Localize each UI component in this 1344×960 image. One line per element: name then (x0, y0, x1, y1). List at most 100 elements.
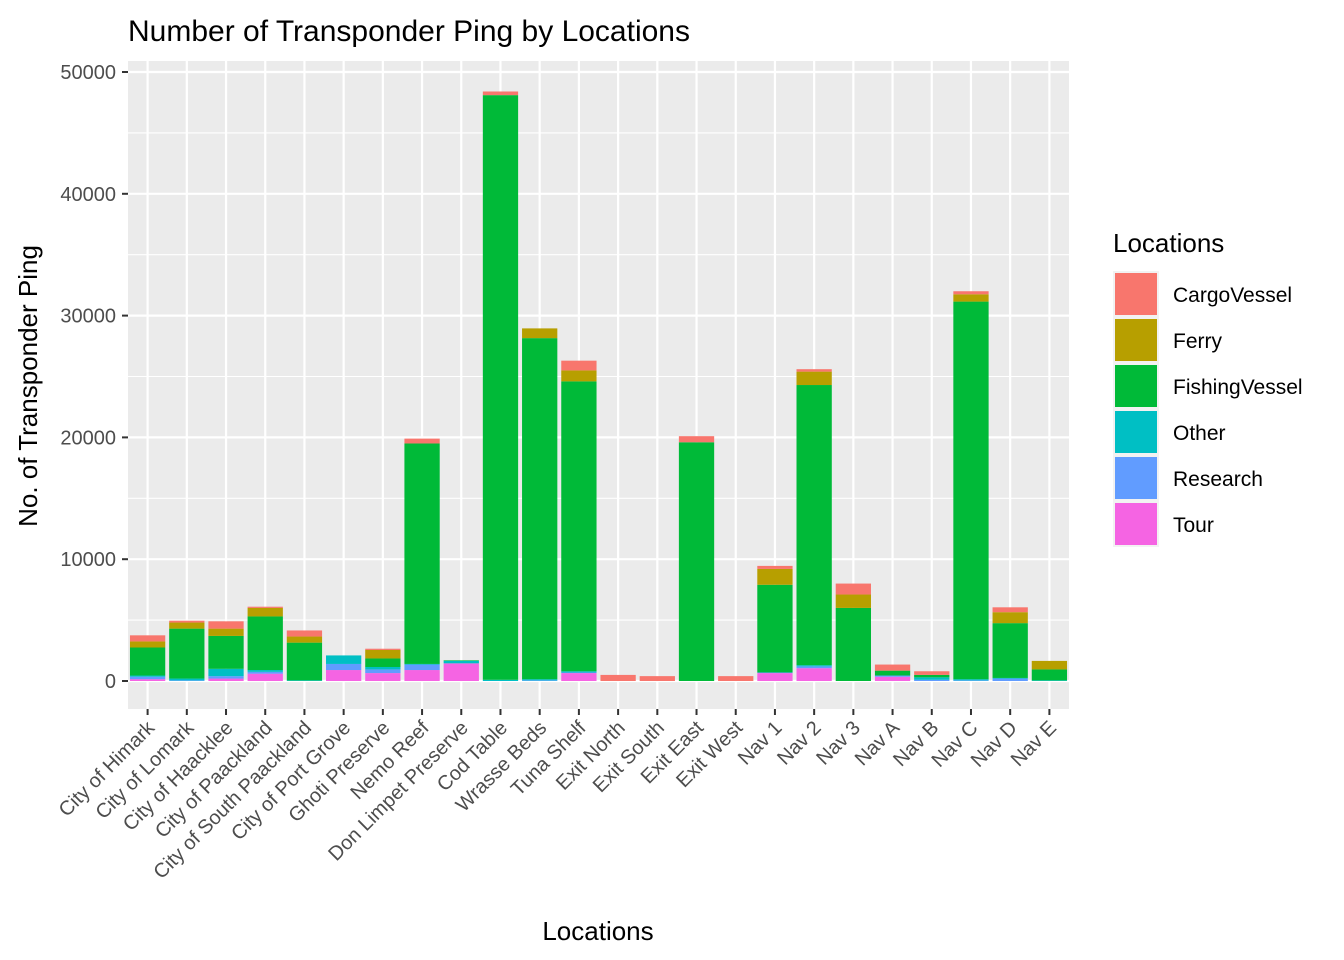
bar-segment-cargovessel (953, 291, 989, 295)
bar-segment-fishingvessel (208, 635, 244, 669)
bar-segment-ferry (992, 612, 1028, 624)
bar-segment-ferry (129, 641, 166, 648)
y-tick-label: 10000 (60, 549, 116, 571)
y-tick-label: 50000 (60, 62, 116, 84)
y-tick-label: 40000 (60, 184, 116, 206)
bar-segment-fishingvessel (992, 623, 1028, 678)
bar-segment-cargovessel (796, 369, 832, 372)
bar-segment-research (953, 680, 989, 681)
bar-segment-cargovessel (482, 91, 519, 96)
bar-segment-fishingvessel (874, 670, 911, 676)
bar-segment-research (365, 669, 401, 674)
legend-swatch-cargovessel (1115, 273, 1157, 315)
bar-segment-cargovessel (757, 565, 793, 569)
bar-segment-cargovessel (247, 606, 283, 608)
bar-segment-cargovessel (639, 676, 675, 681)
bar-segment-fishingvessel (522, 338, 558, 680)
bar-segment-fishingvessel (247, 616, 283, 671)
legend-label: Other (1173, 422, 1226, 445)
bar-segment-cargovessel (874, 664, 911, 671)
bar-segment-ferry (561, 370, 597, 382)
bar-segment-fishingvessel (678, 442, 715, 681)
bar-segment-tour (561, 673, 597, 681)
legend-swatch-research (1115, 457, 1157, 499)
bar-segment-fishingvessel (796, 385, 832, 666)
bar-segment-ferry (208, 628, 244, 636)
bar-segment-fishingvessel (482, 95, 519, 680)
bar-segment-tour (404, 670, 440, 681)
bar-segment-other (522, 679, 558, 681)
bar-segment-fishingvessel (757, 584, 793, 673)
bar-segment-research (561, 672, 597, 674)
bar-segment-other (796, 665, 832, 667)
bar-segment-cargovessel (169, 620, 205, 623)
bar-segment-ferry (757, 568, 793, 585)
bar-segment-other (953, 679, 989, 681)
bar-segment-cargovessel (286, 630, 323, 637)
bar-segment-ferry (522, 328, 558, 339)
bar-segment-other (247, 670, 283, 672)
bar-segment-other (992, 677, 1028, 679)
chart-title: Number of Transponder Ping by Locations (128, 15, 690, 48)
bar-segment-ferry (835, 594, 871, 608)
bar-segment-ferry (169, 622, 205, 629)
bar-segment-other (404, 663, 440, 665)
legend-label: Ferry (1173, 330, 1222, 353)
bar-segment-cargovessel (365, 648, 401, 650)
bar-segment-research (874, 675, 911, 677)
legend-swatch-fishingvessel (1115, 365, 1157, 407)
x-tick-label: Nav 2 (773, 717, 826, 770)
x-axis-title: Locations (542, 916, 653, 946)
bar-segment-fishingvessel (914, 674, 950, 678)
bar-segment-tour (129, 679, 166, 681)
x-tick-label: Nav 1 (734, 717, 787, 770)
legend-label: CargoVessel (1173, 284, 1292, 307)
bar-segment-research (247, 671, 283, 674)
bar-segment-fishingvessel (443, 660, 479, 661)
legend-swatch-ferry (1115, 319, 1157, 361)
bar-segment-fishingvessel (953, 301, 989, 680)
bar-segment-ferry (286, 636, 323, 643)
bar-segment-other (1031, 680, 1068, 681)
legend-swatch-other (1115, 411, 1157, 453)
bar-segment-cargovessel (404, 438, 440, 444)
bar-segment-research (796, 666, 832, 669)
bar-segment-tour (874, 676, 911, 681)
bar-segment-research (992, 678, 1028, 681)
bar-segment-other (129, 675, 166, 677)
bar-segment-fishingvessel (169, 628, 205, 679)
bar-segment-ferry (1031, 660, 1068, 670)
x-tick-label: Nav E (1007, 717, 1061, 771)
bar-segment-research (757, 672, 793, 674)
bar-segment-cargovessel (914, 671, 950, 675)
bar-segment-ferry (247, 607, 283, 617)
bar-segment-fishingvessel (835, 607, 871, 681)
bar-segment-cargovessel (208, 621, 244, 629)
bars (129, 91, 1068, 681)
bar-segment-tour (208, 678, 244, 681)
bar-segment-research (208, 676, 244, 679)
bar-segment-fishingvessel (404, 443, 440, 664)
bar-segment-research (326, 663, 362, 671)
bar-segment-ferry (796, 371, 832, 386)
bar-segment-ferry (365, 649, 401, 659)
bar-segment-fishingvessel (561, 381, 597, 672)
bar-segment-tour (247, 673, 283, 681)
bar-segment-fishingvessel (365, 658, 401, 667)
legend: Locations CargoVessel Ferry FishingVessel O… (1113, 228, 1303, 547)
bar-segment-other (365, 666, 401, 670)
bar-segment-other (914, 677, 950, 680)
y-axis: 0 10000 20000 30000 40000 50000 (60, 62, 128, 693)
bar-segment-tour (796, 668, 832, 681)
bar-segment-other (561, 671, 597, 673)
bar-segment-tour (365, 673, 401, 681)
bar-segment-other (326, 655, 362, 664)
legend-label: Tour (1173, 514, 1214, 537)
y-tick-label: 0 (105, 671, 116, 693)
bar-segment-cargovessel (718, 676, 754, 681)
bar-segment-other (443, 660, 479, 664)
bar-segment-ferry (953, 294, 989, 302)
bar-segment-research (522, 680, 558, 681)
